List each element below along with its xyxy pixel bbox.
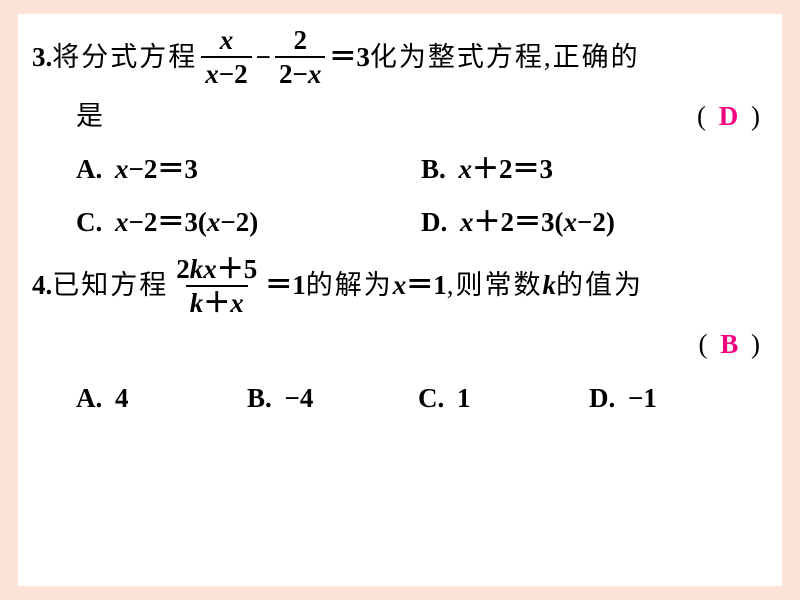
q3-eq: ＝ — [329, 32, 356, 83]
q4-option-d: D. −1 — [589, 373, 760, 424]
q4-pretext: 已知方程 — [52, 260, 168, 311]
q4-post2: 的值为 — [556, 260, 643, 311]
worksheet-page: 3. 将分式方程 x x−2 − 2 2−x ＝ 3 化为整式方程,正确的 是 … — [18, 14, 782, 586]
q4-options-row: A. 4 B. −4 C. 1 D. −1 — [32, 373, 760, 424]
paren-open: ( — [698, 329, 707, 359]
q4-option-a: A. 4 — [76, 373, 247, 424]
q3-options-row1: A. x−2＝3 B. x＋2＝3 — [32, 144, 760, 195]
paren-close: ) — [751, 329, 760, 359]
q4-midtext: 的解为 — [306, 260, 393, 311]
q3-f2-num: 2 — [293, 25, 307, 55]
q4-stem-line1: 4. 已知方程 2kx＋5 k＋x ＝ 1 的解为 x＝1 ,则常数 k 的值为 — [32, 255, 760, 318]
q4-eq: ＝ — [265, 260, 292, 311]
q4-answer-line: ( B ) — [32, 319, 760, 370]
q4-post1: ,则常数 — [447, 260, 543, 311]
q4-rhs: 1 — [292, 260, 306, 311]
q3-f1-num: x — [220, 25, 234, 55]
q3-stem-line1: 3. 将分式方程 x x−2 − 2 2−x ＝ 3 化为整式方程,正确的 — [32, 26, 760, 89]
q3-pretext: 将分式方程 — [52, 32, 197, 83]
q4-option-c: C. 1 — [418, 373, 589, 424]
q4-answer: B — [714, 329, 744, 359]
q3-answer-group: ( D ) — [697, 91, 760, 142]
q3-stem-line2: 是 ( D ) — [32, 91, 760, 142]
q4-number: 4. — [32, 260, 52, 311]
q3-option-a: A. x−2＝3 — [76, 144, 421, 195]
q3-option-d: D. x＋2＝3(x−2) — [421, 197, 760, 248]
paren-open: ( — [697, 101, 706, 131]
q4-kvar: k — [543, 260, 557, 311]
q3-posttext1: 化为整式方程,正确的 — [370, 32, 640, 83]
q3-fraction1: x x−2 — [201, 26, 251, 89]
q3-answer: D — [713, 101, 745, 131]
q3-option-b: B. x＋2＝3 — [421, 144, 760, 195]
q4-option-b: B. −4 — [247, 373, 418, 424]
q3-posttext2: 是 — [76, 91, 105, 142]
q4-fraction: 2kx＋5 k＋x — [172, 255, 261, 318]
paren-close: ) — [751, 101, 760, 131]
q3-options-row2: C. x−2＝3(x−2) D. x＋2＝3(x−2) — [32, 197, 760, 248]
q3-fraction2: 2 2−x — [275, 26, 325, 89]
q4-answer-group: ( B ) — [698, 319, 760, 370]
q3-rhs: 3 — [356, 32, 370, 83]
q3-minus: − — [256, 32, 271, 83]
q3-number: 3. — [32, 32, 52, 83]
q3-option-c: C. x−2＝3(x−2) — [76, 197, 421, 248]
